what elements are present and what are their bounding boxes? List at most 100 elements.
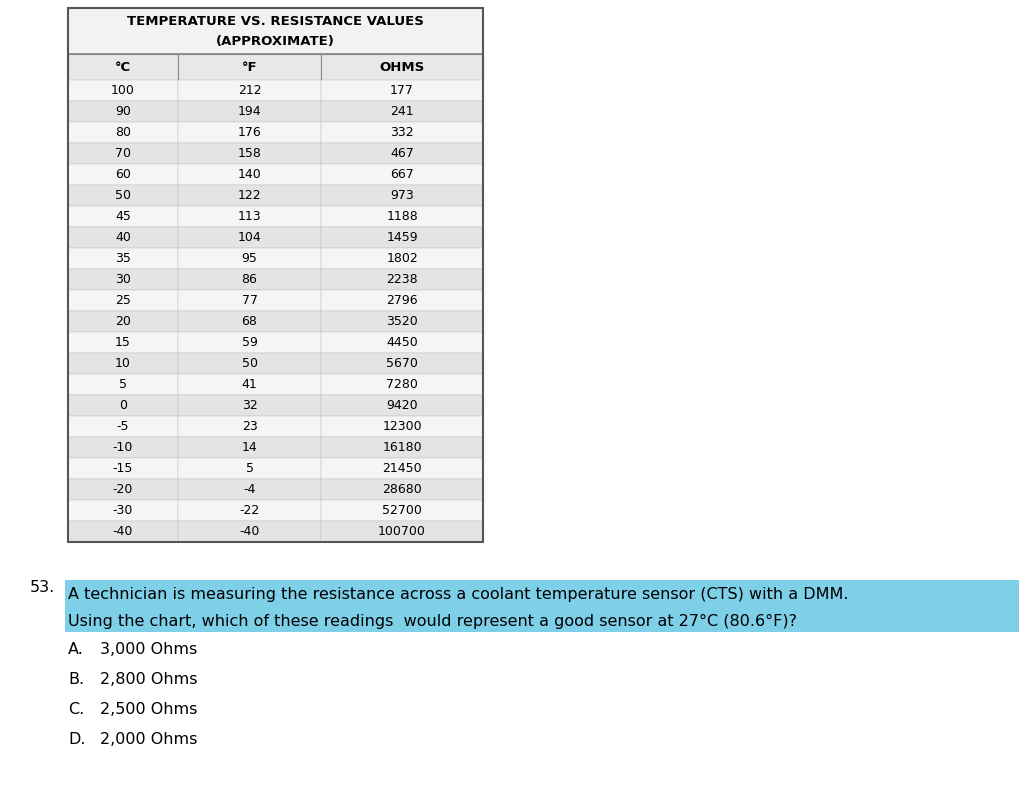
Text: 113: 113 — [238, 210, 261, 223]
Text: 2,800 Ohms: 2,800 Ohms — [100, 672, 198, 687]
Text: B.: B. — [68, 672, 84, 687]
Text: A.: A. — [68, 642, 84, 657]
Text: -22: -22 — [240, 504, 260, 517]
Bar — [178, 437, 322, 458]
Bar — [68, 458, 178, 479]
Text: 9420: 9420 — [386, 399, 418, 412]
Bar — [178, 374, 322, 395]
Text: -15: -15 — [113, 462, 133, 475]
Bar — [68, 395, 178, 416]
Bar — [322, 311, 483, 332]
Bar — [178, 500, 322, 521]
Text: 41: 41 — [242, 378, 257, 391]
Text: 4450: 4450 — [386, 336, 418, 349]
Text: 90: 90 — [115, 105, 131, 118]
Bar — [322, 521, 483, 542]
Text: -4: -4 — [244, 483, 256, 496]
Bar — [322, 437, 483, 458]
Text: 50: 50 — [115, 189, 131, 202]
Bar — [178, 185, 322, 206]
Bar — [322, 122, 483, 143]
Text: -10: -10 — [113, 441, 133, 454]
Bar — [68, 311, 178, 332]
Text: 104: 104 — [238, 231, 261, 244]
Text: 14: 14 — [242, 441, 257, 454]
Text: OHMS: OHMS — [380, 61, 425, 73]
Bar — [322, 206, 483, 227]
Bar — [178, 332, 322, 353]
Text: 194: 194 — [238, 105, 261, 118]
Text: Using the chart, which of these readings  would represent a good sensor at 27°C : Using the chart, which of these readings… — [68, 614, 797, 629]
Bar — [322, 80, 483, 101]
Bar — [68, 479, 178, 500]
Text: 60: 60 — [115, 168, 131, 181]
Bar — [178, 479, 322, 500]
Bar — [65, 580, 1019, 632]
Bar — [178, 206, 322, 227]
Text: 20: 20 — [115, 315, 131, 328]
Bar — [178, 54, 322, 80]
Text: 177: 177 — [390, 84, 414, 97]
Bar — [322, 458, 483, 479]
Text: 3520: 3520 — [386, 315, 418, 328]
Bar — [68, 54, 178, 80]
Text: 15: 15 — [115, 336, 131, 349]
Text: 25: 25 — [115, 294, 131, 307]
Text: 158: 158 — [238, 147, 261, 160]
Bar — [178, 311, 322, 332]
Text: 32: 32 — [242, 399, 257, 412]
Bar — [178, 164, 322, 185]
Text: 467: 467 — [390, 147, 414, 160]
Bar — [322, 54, 483, 80]
Text: 5670: 5670 — [386, 357, 418, 370]
Text: -40: -40 — [113, 525, 133, 538]
Bar — [178, 395, 322, 416]
Text: 1459: 1459 — [386, 231, 418, 244]
Text: 667: 667 — [390, 168, 414, 181]
Bar — [178, 122, 322, 143]
Text: 1802: 1802 — [386, 252, 418, 265]
Text: 16180: 16180 — [382, 441, 422, 454]
Text: 1188: 1188 — [386, 210, 418, 223]
Text: 100: 100 — [111, 84, 135, 97]
Text: 176: 176 — [238, 126, 261, 139]
Bar — [322, 164, 483, 185]
Bar — [178, 143, 322, 164]
Text: TEMPERATURE VS. RESISTANCE VALUES: TEMPERATURE VS. RESISTANCE VALUES — [127, 15, 424, 28]
Text: 21450: 21450 — [382, 462, 422, 475]
Text: 7280: 7280 — [386, 378, 418, 391]
Bar — [68, 290, 178, 311]
Text: C.: C. — [68, 702, 84, 717]
Bar — [178, 101, 322, 122]
Text: (APPROXIMATE): (APPROXIMATE) — [216, 35, 335, 47]
Bar — [178, 227, 322, 248]
Bar — [322, 479, 483, 500]
Text: 5: 5 — [246, 462, 254, 475]
Bar — [68, 500, 178, 521]
Bar — [68, 80, 178, 101]
Text: 5: 5 — [119, 378, 127, 391]
Text: 100700: 100700 — [378, 525, 426, 538]
Text: 35: 35 — [115, 252, 131, 265]
Text: 80: 80 — [115, 126, 131, 139]
Text: 10: 10 — [115, 357, 131, 370]
Text: 86: 86 — [242, 273, 257, 286]
Bar — [322, 185, 483, 206]
Text: 2,500 Ohms: 2,500 Ohms — [100, 702, 198, 717]
Bar — [68, 143, 178, 164]
Text: 53.: 53. — [30, 580, 55, 595]
Bar — [68, 8, 483, 542]
Text: 3,000 Ohms: 3,000 Ohms — [100, 642, 198, 657]
Bar — [178, 458, 322, 479]
Text: °F: °F — [242, 61, 257, 73]
Text: 12300: 12300 — [382, 420, 422, 433]
Bar — [178, 269, 322, 290]
Bar — [68, 269, 178, 290]
Bar — [322, 248, 483, 269]
Text: 70: 70 — [115, 147, 131, 160]
Text: °C: °C — [115, 61, 131, 73]
Text: 241: 241 — [390, 105, 414, 118]
Text: -5: -5 — [117, 420, 129, 433]
Text: 77: 77 — [242, 294, 258, 307]
Bar — [68, 374, 178, 395]
